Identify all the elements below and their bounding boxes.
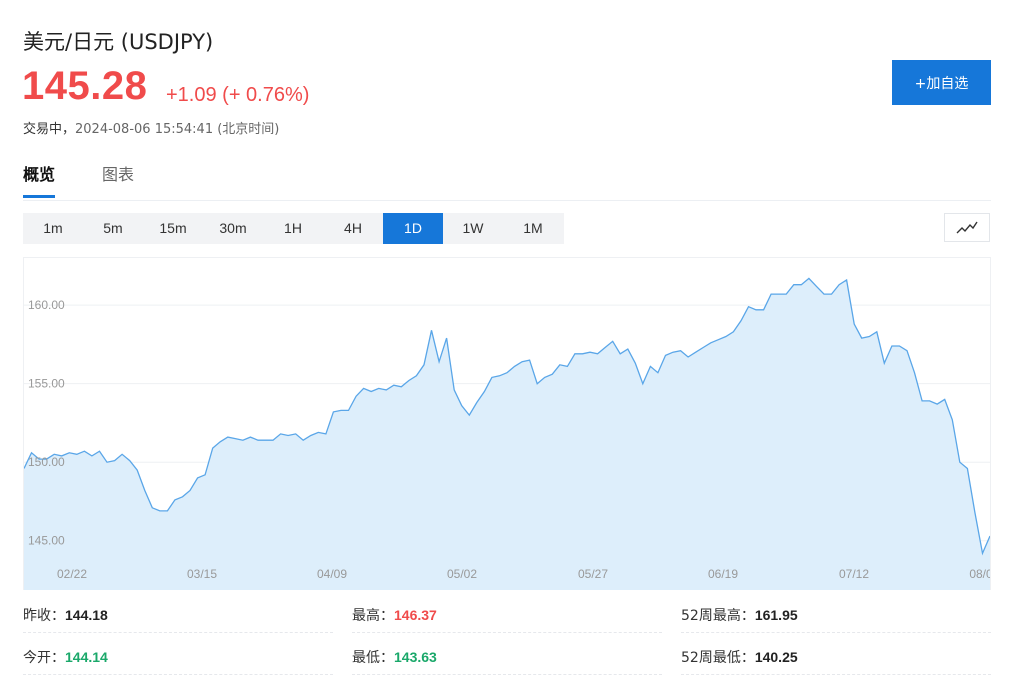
stat-low: 最低：143.63: [352, 640, 662, 675]
price-chart[interactable]: 160.00 155.00 150.00 145.00 02/22 03/15 04/09 0…: [23, 257, 991, 590]
x-tick-label: 03/15: [187, 567, 217, 581]
trading-status: 交易中，2024-08-06 15:54:41 (北京时间): [23, 118, 279, 137]
trading-state: 交易中，: [23, 122, 76, 137]
range-1d[interactable]: 1D: [383, 213, 443, 244]
range-4h[interactable]: 4H: [344, 220, 362, 236]
range-1mo[interactable]: 1M: [523, 220, 543, 236]
stat-value: 146.37: [394, 607, 437, 623]
y-tick-label: 150.00: [28, 455, 65, 469]
stat-high: 最高：146.37: [352, 598, 662, 633]
add-watchlist-button[interactable]: +加自选: [892, 60, 991, 105]
range-5m[interactable]: 5m: [103, 220, 123, 236]
tab-overview[interactable]: 概览: [23, 164, 56, 198]
range-15m[interactable]: 15m: [159, 220, 187, 236]
y-tick-label: 155.00: [28, 377, 65, 391]
tab-chart[interactable]: 图表: [102, 165, 135, 184]
stat-label: 52周最高：: [681, 608, 755, 624]
line-chart-icon: [956, 221, 978, 233]
stat-label: 52周最低：: [681, 650, 755, 666]
range-1h[interactable]: 1H: [284, 220, 302, 236]
stat-prev-close: 昨收：144.18: [23, 598, 333, 633]
price-line: [24, 277, 990, 556]
stat-52w-low: 52周最低：140.25: [681, 640, 991, 675]
range-1m[interactable]: 1m: [43, 220, 63, 236]
price-change: +1.09 (+ 0.76%): [166, 84, 310, 106]
y-tick-label: 145.00: [28, 534, 65, 548]
x-tick-label: 05/02: [447, 567, 477, 581]
stat-value: 140.25: [754, 649, 798, 665]
page-title: 美元/日元 (USDJPY): [23, 30, 214, 54]
price-area: [24, 278, 990, 590]
stat-value: 144.14: [65, 649, 108, 665]
trading-time: 2024-08-06 15:54:41 (北京时间): [75, 122, 280, 137]
stat-label: 最高：: [352, 608, 394, 624]
current-price: 145.28: [22, 64, 148, 108]
range-30m[interactable]: 30m: [219, 220, 247, 236]
x-tick-label: 05/27: [578, 567, 608, 581]
chart-type-button[interactable]: [944, 213, 990, 242]
x-tick-label: 04/09: [317, 567, 347, 581]
stat-value: 161.95: [754, 607, 798, 623]
x-tick-label: 06/19: [708, 567, 738, 581]
stat-label: 今开：: [23, 650, 65, 666]
x-tick-label: 08/0: [969, 567, 991, 581]
range-1w[interactable]: 1W: [462, 220, 484, 236]
stat-value: 144.18: [65, 607, 108, 623]
time-range-selector: 1m 5m 15m 30m 1H 4H 1D 1W 1M: [23, 213, 564, 244]
tab-bar: 概览 图表: [23, 164, 991, 201]
stat-value: 143.63: [394, 649, 437, 665]
x-tick-label: 02/22: [57, 567, 87, 581]
stat-open: 今开：144.14: [23, 640, 333, 675]
stat-label: 昨收：: [23, 608, 65, 624]
x-tick-label: 07/12: [839, 567, 869, 581]
stat-label: 最低：: [352, 650, 394, 666]
stat-52w-high: 52周最高：161.95: [681, 598, 991, 633]
y-tick-label: 160.00: [28, 298, 65, 312]
price-chart-svg: 160.00 155.00 150.00 145.00 02/22 03/15 04/09 0…: [24, 277, 991, 590]
